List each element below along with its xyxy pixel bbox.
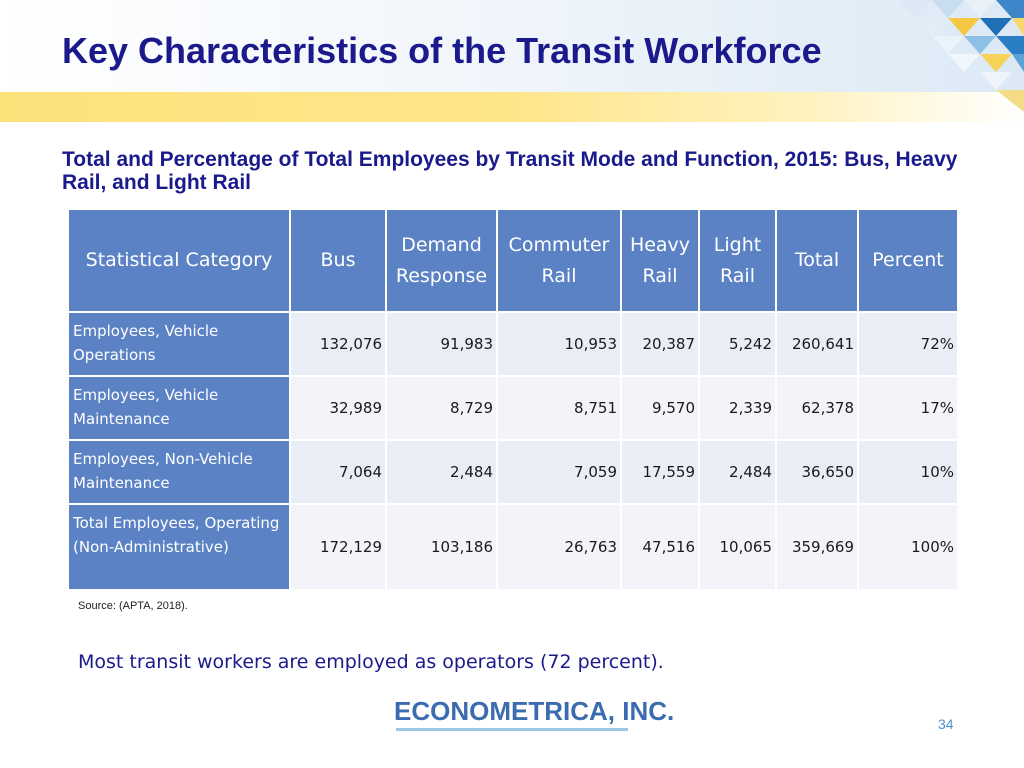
row-category: Employees, Non-Vehicle Maintenance	[67, 439, 291, 505]
cell-commuter-rail: 10,953	[496, 311, 622, 377]
cell-percent: 100%	[857, 503, 959, 591]
cell-light-rail: 2,339	[698, 375, 777, 441]
cell-percent: 17%	[857, 375, 959, 441]
header-light-rail: Light Rail	[698, 208, 777, 313]
econometrica-logo: ECONOMETRICA, INC.	[394, 696, 674, 732]
cell-heavy-rail: 47,516	[620, 503, 700, 591]
row-category: Employees, Vehicle Maintenance	[67, 375, 291, 441]
cell-heavy-rail: 17,559	[620, 439, 700, 505]
transit-workforce-table: Statistical Category Bus Demand Response…	[67, 208, 959, 591]
header-total: Total	[775, 208, 859, 313]
header-statistical-category: Statistical Category	[67, 208, 291, 313]
header-commuter-rail: Commuter Rail	[496, 208, 622, 313]
page-number: 34	[938, 716, 954, 732]
summary-note: Most transit workers are employed as ope…	[78, 651, 664, 673]
logo-text: ECONOMETRICA, INC.	[394, 696, 675, 726]
cell-total: 36,650	[775, 439, 859, 505]
cell-commuter-rail: 7,059	[496, 439, 622, 505]
cell-bus: 172,129	[289, 503, 387, 591]
cell-percent: 72%	[857, 311, 959, 377]
cell-heavy-rail: 9,570	[620, 375, 700, 441]
row-category: Employees, Vehicle Operations	[67, 311, 291, 377]
row-category: Total Employees, Operating (Non-Administ…	[67, 503, 291, 591]
table-row: Employees, Vehicle Maintenance 32,989 8,…	[67, 375, 959, 441]
header-demand-response: Demand Response	[385, 208, 498, 313]
cell-demand-response: 91,983	[385, 311, 498, 377]
source-citation: Source: (APTA, 2018).	[78, 600, 188, 612]
cell-total: 62,378	[775, 375, 859, 441]
cell-demand-response: 2,484	[385, 439, 498, 505]
slide-title: Key Characteristics of the Transit Workf…	[62, 30, 822, 71]
cell-light-rail: 5,242	[698, 311, 777, 377]
table-header-row: Statistical Category Bus Demand Response…	[67, 208, 959, 313]
cell-light-rail: 2,484	[698, 439, 777, 505]
table-subtitle: Total and Percentage of Total Employees …	[62, 148, 958, 194]
decorative-triangles	[900, 0, 1024, 112]
cell-demand-response: 8,729	[385, 375, 498, 441]
header-heavy-rail: Heavy Rail	[620, 208, 700, 313]
cell-total: 260,641	[775, 311, 859, 377]
logo-underline	[396, 728, 628, 731]
cell-commuter-rail: 8,751	[496, 375, 622, 441]
table-row: Employees, Non-Vehicle Maintenance 7,064…	[67, 439, 959, 505]
header-bus: Bus	[289, 208, 387, 313]
table-row: Employees, Vehicle Operations 132,076 91…	[67, 311, 959, 377]
cell-demand-response: 103,186	[385, 503, 498, 591]
cell-commuter-rail: 26,763	[496, 503, 622, 591]
cell-bus: 132,076	[289, 311, 387, 377]
cell-light-rail: 10,065	[698, 503, 777, 591]
cell-percent: 10%	[857, 439, 959, 505]
cell-bus: 7,064	[289, 439, 387, 505]
cell-total: 359,669	[775, 503, 859, 591]
cell-heavy-rail: 20,387	[620, 311, 700, 377]
header-percent: Percent	[857, 208, 959, 313]
cell-bus: 32,989	[289, 375, 387, 441]
header-band	[0, 0, 1024, 92]
table-row: Total Employees, Operating (Non-Administ…	[67, 503, 959, 591]
accent-band	[0, 92, 1024, 122]
